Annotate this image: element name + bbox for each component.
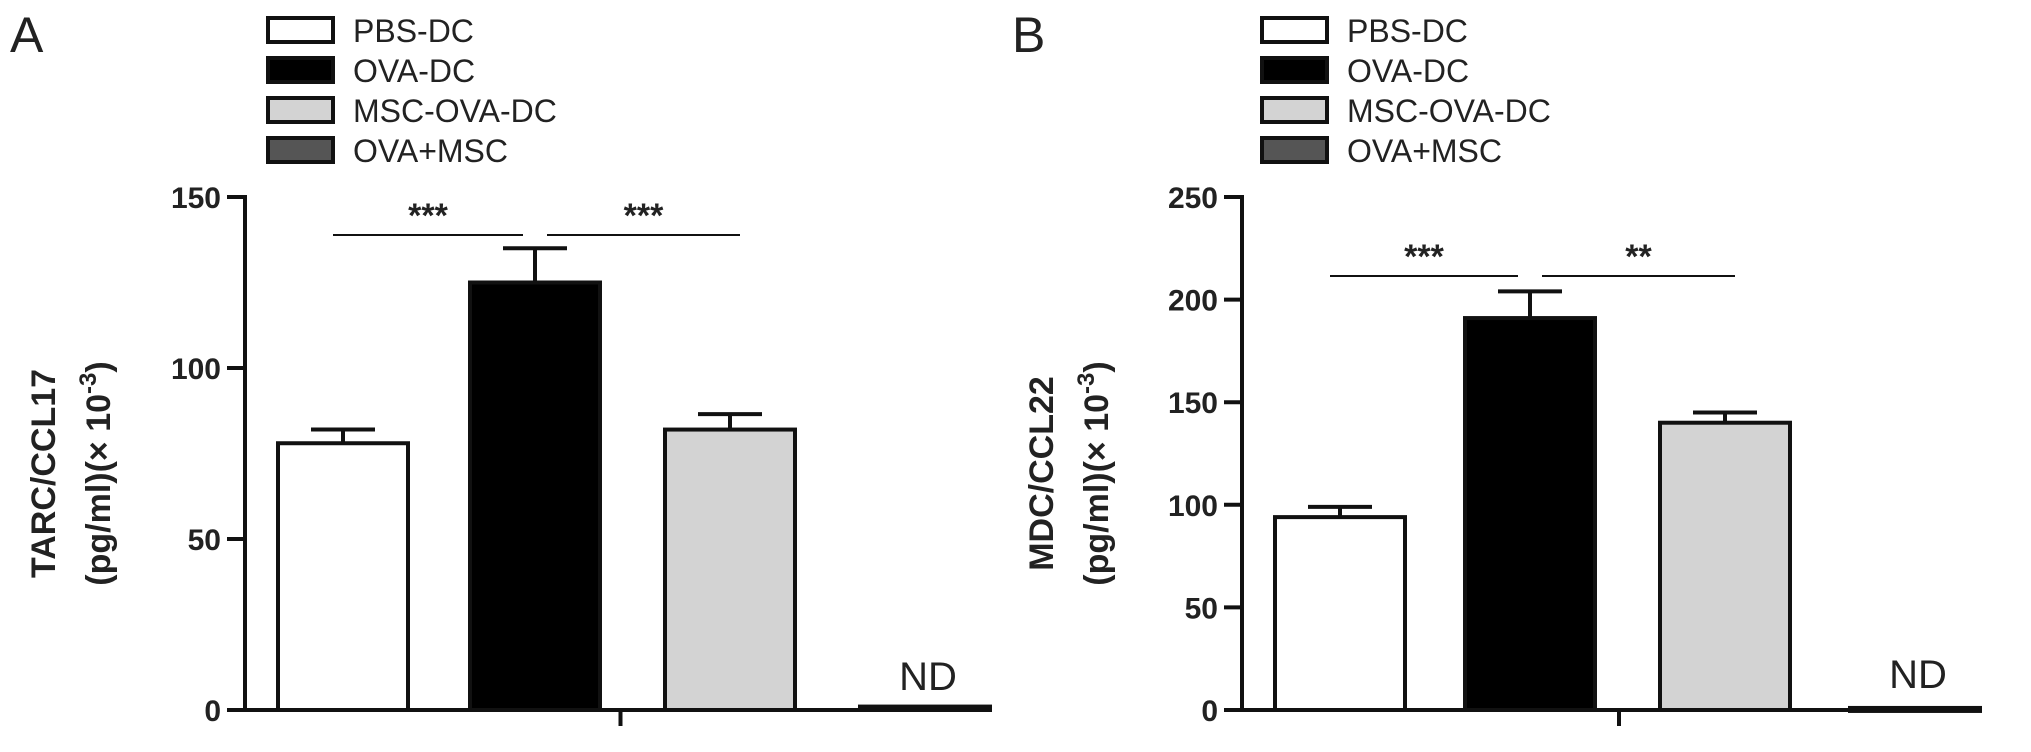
y-tick-label: 0 — [1201, 695, 1218, 728]
panel-letter: B — [1012, 7, 1045, 63]
bar-ova-msc — [860, 707, 990, 710]
bar-ova-dc — [1465, 318, 1595, 710]
legend-swatch-pbs-dc — [1262, 18, 1327, 42]
significance-label: *** — [624, 197, 664, 235]
legend-swatch-ova-msc — [268, 138, 333, 162]
y-axis-label-line2: (pg/ml)(× 10-3) — [1073, 361, 1116, 585]
panel-letter: A — [10, 7, 44, 63]
panel-B: B PBS-DC OVA-DC MSC-OVA-DC OVA+MSC 0 50 100 150 2… — [1012, 7, 1980, 728]
y-axis-label-line2: (pg/ml)(× 10-3) — [75, 361, 118, 585]
legend-swatch-ova-msc — [1262, 138, 1327, 162]
legend-swatch-msc-ova-dc — [268, 98, 333, 122]
legend-swatch-ova-dc — [1262, 58, 1327, 82]
legend: PBS-DC OVA-DC MSC-OVA-DC OVA+MSC — [1262, 13, 1551, 169]
legend-swatch-ova-dc — [268, 58, 333, 82]
legend-label-ova-dc: OVA-DC — [353, 53, 475, 89]
y-tick-label: 50 — [1185, 592, 1218, 625]
nd-label: ND — [1889, 653, 1947, 697]
legend-label-ova-dc: OVA-DC — [1347, 53, 1469, 89]
legend-swatch-pbs-dc — [268, 18, 333, 42]
legend-label-msc-ova-dc: MSC-OVA-DC — [1347, 93, 1551, 129]
y-tick-label: 100 — [171, 353, 221, 386]
bar-pbs-dc — [1275, 517, 1405, 710]
legend-label-pbs-dc: PBS-DC — [353, 13, 474, 49]
bar-msc-ova-dc — [665, 430, 795, 710]
y-tick-label: 100 — [1168, 490, 1218, 523]
significance-label: *** — [1404, 238, 1444, 276]
legend: PBS-DC OVA-DC MSC-OVA-DC OVA+MSC — [268, 13, 557, 169]
y-tick-label: 150 — [171, 182, 221, 215]
legend-label-ova-msc: OVA+MSC — [353, 133, 508, 169]
significance-label: *** — [408, 197, 448, 235]
legend-label-pbs-dc: PBS-DC — [1347, 13, 1468, 49]
bar-pbs-dc — [278, 443, 408, 710]
y-axis-label-line1: TARC/CCL17 — [25, 369, 63, 578]
significance-label: ** — [1625, 238, 1652, 276]
y-tick-label: 150 — [1168, 387, 1218, 420]
y-tick-label: 250 — [1168, 182, 1218, 215]
y-axis-label-line1: MDC/CCL22 — [1023, 376, 1061, 571]
legend-swatch-msc-ova-dc — [1262, 98, 1327, 122]
bar-ova-dc — [470, 283, 600, 711]
bar-msc-ova-dc — [1660, 423, 1790, 710]
y-tick-label: 50 — [188, 524, 221, 557]
bar-ova-msc — [1850, 708, 1980, 711]
nd-label: ND — [899, 655, 957, 699]
y-tick-label: 200 — [1168, 285, 1218, 318]
panel-A: A PBS-DC OVA-DC MSC-OVA-DC OVA+MSC 0 50 100 150 T… — [10, 7, 990, 728]
legend-label-msc-ova-dc: MSC-OVA-DC — [353, 93, 557, 129]
y-tick-label: 0 — [204, 695, 221, 728]
legend-label-ova-msc: OVA+MSC — [1347, 133, 1502, 169]
